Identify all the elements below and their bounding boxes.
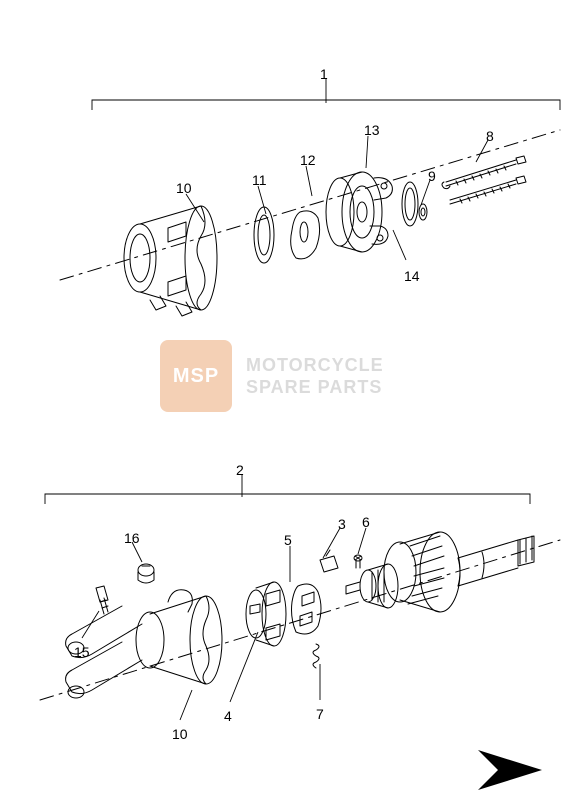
callout-label-14: 14 <box>404 268 420 284</box>
callout-label-7: 7 <box>316 706 324 722</box>
part-brush-holder-4 <box>246 582 286 646</box>
callout-label-10: 10 <box>176 180 192 196</box>
callout-label-8: 8 <box>486 128 494 144</box>
part-screw-6 <box>354 555 362 568</box>
callout-label-3: 3 <box>338 516 346 532</box>
callout-label-15: 15 <box>74 644 90 660</box>
part-plug-16 <box>138 564 154 583</box>
callout-label-10: 10 <box>172 726 188 742</box>
part-motor-case <box>124 206 217 316</box>
callout-label-4: 4 <box>224 708 232 724</box>
callout-label-12: 12 <box>300 152 316 168</box>
part-brush-holder-5 <box>292 584 322 634</box>
part-o-ring-11 <box>254 207 274 263</box>
part-brush-3 <box>320 550 338 572</box>
callout-label-5: 5 <box>284 532 292 548</box>
callout-label-13: 13 <box>364 122 380 138</box>
part-armature <box>346 532 534 612</box>
part-spring-7 <box>313 644 319 668</box>
direction-arrow <box>478 750 542 790</box>
exploded-diagram <box>0 0 584 800</box>
part-bolt-15 <box>96 586 108 614</box>
part-end-housing-13 <box>326 172 392 252</box>
callout-label-16: 16 <box>124 530 140 546</box>
part-bolt-8 <box>442 156 526 204</box>
callout-label-2: 2 <box>236 462 244 478</box>
callout-label-11: 11 <box>252 172 267 188</box>
callout-label-9: 9 <box>428 168 436 184</box>
callout-label-1: 1 <box>320 66 328 82</box>
part-washer-12 <box>291 211 320 259</box>
part-o-ring-13 <box>402 182 418 226</box>
callout-label-6: 6 <box>362 514 370 530</box>
part-washer-9 <box>419 204 427 220</box>
